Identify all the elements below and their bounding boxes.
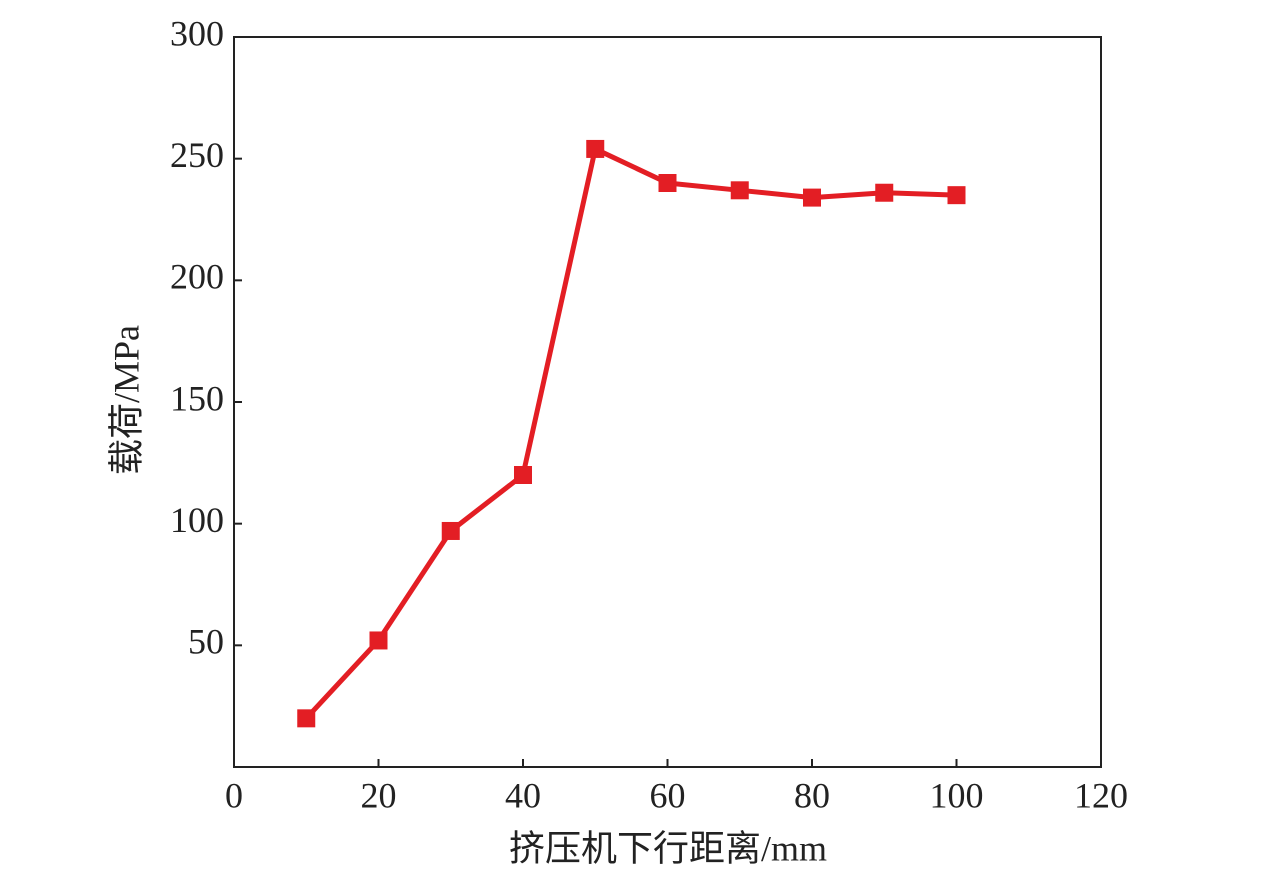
y-tick-label: 50 xyxy=(188,622,224,662)
x-tick-label: 60 xyxy=(650,775,686,815)
y-tick-label: 100 xyxy=(170,500,224,540)
y-tick-label: 200 xyxy=(170,257,224,297)
series-line xyxy=(304,146,957,721)
x-tick-label: 120 xyxy=(1074,775,1128,815)
y-tick-label: 150 xyxy=(170,378,224,418)
marker xyxy=(658,174,677,192)
x-tick-label: 80 xyxy=(794,775,830,815)
y-tick-label: 300 xyxy=(170,13,224,53)
x-tick-label: 20 xyxy=(361,775,397,815)
x-axis-label: 挤压机下行距离/mm xyxy=(509,828,827,868)
marker xyxy=(369,631,388,650)
marker xyxy=(441,521,460,540)
marker xyxy=(586,139,605,158)
x-tick-label: 40 xyxy=(505,775,541,815)
marker xyxy=(803,188,821,207)
y-axis-label: 载荷/MPa xyxy=(106,325,146,475)
marker xyxy=(875,183,894,202)
marker xyxy=(514,466,532,484)
x-tick-label: 0 xyxy=(225,775,243,815)
x-tick-label: 100 xyxy=(930,775,984,815)
marker xyxy=(730,181,749,200)
marker xyxy=(297,709,316,728)
marker xyxy=(947,186,966,205)
y-tick-label: 250 xyxy=(170,135,224,175)
